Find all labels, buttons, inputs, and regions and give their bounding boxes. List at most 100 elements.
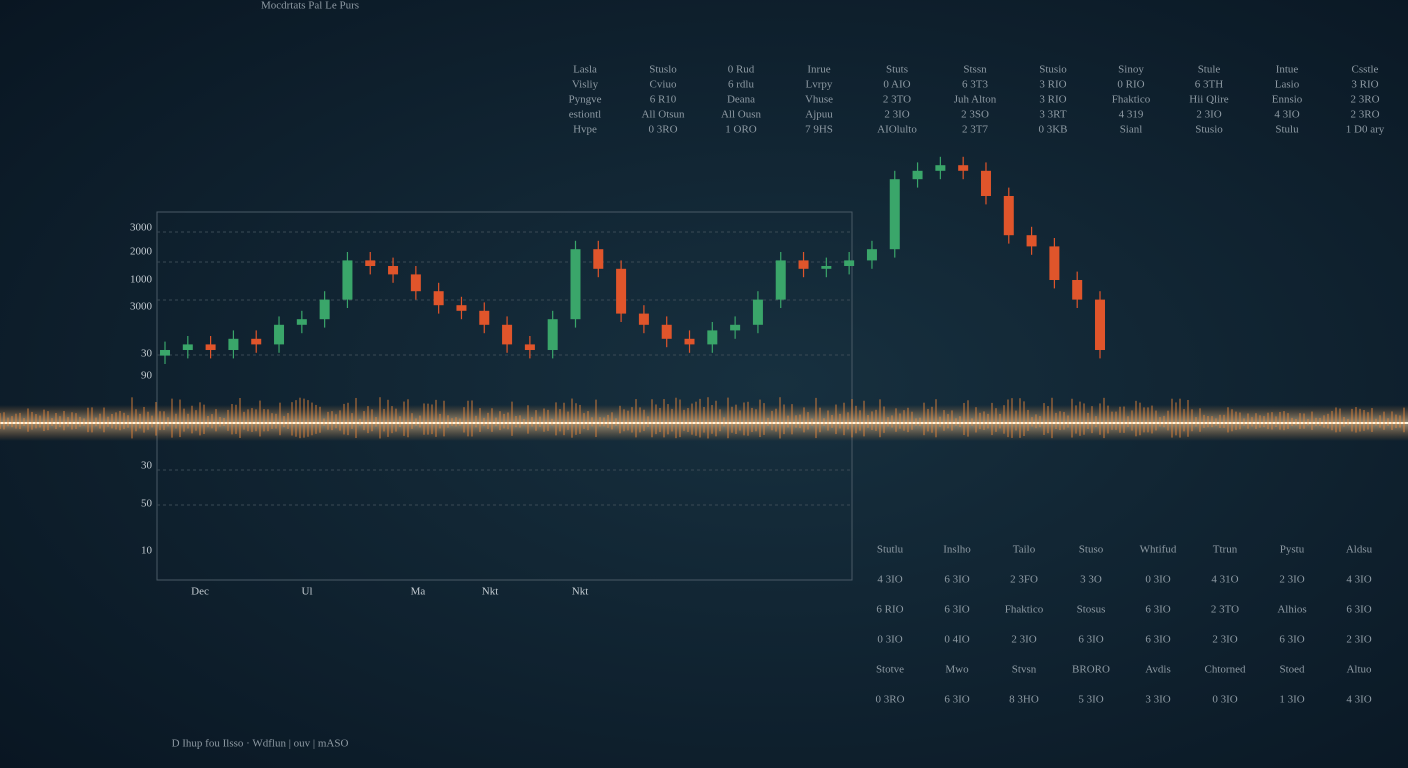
table-cell: 1 D0 ary: [1346, 124, 1385, 136]
candle-body: [638, 313, 649, 325]
table-cell: Visliy: [572, 79, 599, 91]
table-cell: Alhios: [1277, 604, 1306, 616]
table-cell: Tailo: [1013, 544, 1036, 556]
table-cell: Lvrpy: [806, 79, 833, 91]
table-cell: estiontl: [569, 109, 601, 121]
candle-body: [160, 350, 170, 356]
table-cell: All Otsun: [641, 109, 685, 121]
candle-body: [661, 324, 672, 339]
table-cell: 6 R10: [650, 94, 677, 106]
candle-body: [410, 274, 421, 292]
candle-body: [980, 170, 991, 196]
table-cell: 4 3IO: [1346, 574, 1371, 586]
table-cell: Stutlu: [877, 544, 904, 556]
table-cell: 2 3IO: [1011, 634, 1036, 646]
table-cell: 6 3IO: [1078, 634, 1103, 646]
y-axis-label: 2000: [130, 246, 153, 258]
table-cell: Ttrun: [1213, 544, 1238, 556]
table-cell: 4 31O: [1211, 574, 1238, 586]
table-cell: 2 3SO: [961, 109, 989, 121]
table-cell: All Ousn: [721, 109, 762, 121]
table-cell: Cviuo: [650, 79, 677, 91]
table-cell: 4 319: [1119, 109, 1144, 121]
table-cell: 0 3IO: [877, 634, 902, 646]
table-cell: Stusio: [1195, 124, 1223, 136]
table-cell: Juh Alton: [954, 94, 997, 106]
table-cell: Stuts: [886, 64, 908, 76]
table-cell: Deana: [727, 94, 755, 106]
chart-frame: [156, 211, 853, 581]
candle-body: [844, 260, 855, 266]
table-cell: Chtorned: [1205, 664, 1246, 676]
candle-body: [912, 170, 923, 180]
footer: D Ihup fou Ilsso · Wdflun | ouv | mASO: [172, 738, 349, 750]
table-cell: Whtifud: [1140, 544, 1177, 556]
table-cell: 0 RIO: [1117, 79, 1144, 91]
table-cell: Sinoy: [1118, 64, 1144, 76]
table-cell: 0 3RO: [648, 124, 677, 136]
candle-body: [752, 299, 763, 325]
candle-body: [1003, 196, 1014, 236]
candle-body: [456, 305, 467, 311]
table-cell: 6 3IO: [944, 604, 969, 616]
table-cell: 4 3IO: [1274, 109, 1299, 121]
candle-body: [524, 344, 535, 350]
table-cell: 3 RIO: [1039, 79, 1066, 91]
table-cell: Stoed: [1279, 664, 1305, 676]
candle-body: [502, 324, 513, 345]
y-axis-label: 1000: [130, 274, 153, 286]
candle-body: [251, 338, 262, 345]
candle-body: [296, 319, 307, 325]
table-cell: Hvpe: [573, 124, 597, 136]
table-cell: 6 RIO: [876, 604, 903, 616]
table-cell: 6 3TH: [1195, 79, 1223, 91]
table-cell: 1 3IO: [1279, 694, 1304, 706]
table-cell: 3 3RT: [1039, 109, 1066, 121]
candle-body: [570, 249, 581, 320]
table-cell: 2 3IO: [1346, 634, 1371, 646]
table-cell: 2 3IO: [1212, 634, 1237, 646]
table-cell: 6 3IO: [1279, 634, 1304, 646]
table-cell: Lasio: [1275, 79, 1300, 91]
y-axis-label: 50: [141, 498, 153, 510]
table-cell: Stusio: [1039, 64, 1067, 76]
candle-body: [684, 338, 695, 345]
table-cell: Hii Qlire: [1189, 94, 1229, 106]
candle-body: [547, 319, 558, 350]
table-cell: Fhaktico: [1112, 94, 1151, 106]
table-cell: 6 3IO: [1346, 604, 1371, 616]
table-cell: 4 3IO: [877, 574, 902, 586]
table-cell: 3 RIO: [1351, 79, 1378, 91]
candle-body: [342, 260, 353, 300]
candle-body: [1095, 299, 1105, 350]
y-axis-label: 30: [141, 460, 153, 472]
table-cell: Ajpuu: [805, 109, 833, 121]
table-cell: Stuso: [1079, 544, 1104, 556]
candle-body: [1049, 246, 1060, 280]
table-cell: 0 3KB: [1038, 124, 1067, 136]
table-cell: Inslho: [943, 544, 971, 556]
x-axis-label: Ma: [411, 586, 426, 598]
candle-body: [319, 299, 330, 320]
table-cell: 0 AIO: [883, 79, 910, 91]
x-axis-label: Nkt: [572, 586, 589, 598]
table-cell: Mwo: [945, 664, 969, 676]
x-axis-label: Ul: [302, 586, 313, 598]
table-cell: 6 3IO: [944, 694, 969, 706]
table-cell: Altuo: [1346, 664, 1372, 676]
table-cell: Pystu: [1280, 544, 1305, 556]
frame-guides: [157, 231, 852, 506]
table-cell: 0 3IO: [1212, 694, 1237, 706]
table-cell: 6 3IO: [1145, 604, 1170, 616]
table-cell: 1 ORO: [725, 124, 757, 136]
candle-body: [798, 260, 809, 269]
table-cell: 2 3RO: [1350, 109, 1379, 121]
table-cell: Stotve: [876, 664, 904, 676]
table-cell: 0 3IO: [1145, 574, 1170, 586]
candle-body: [775, 260, 786, 300]
table-cell: 6 3IO: [944, 574, 969, 586]
table-cell: 6 rdlu: [728, 79, 754, 91]
table-cell: Intue: [1276, 64, 1299, 76]
table-cell: 5 3IO: [1078, 694, 1103, 706]
